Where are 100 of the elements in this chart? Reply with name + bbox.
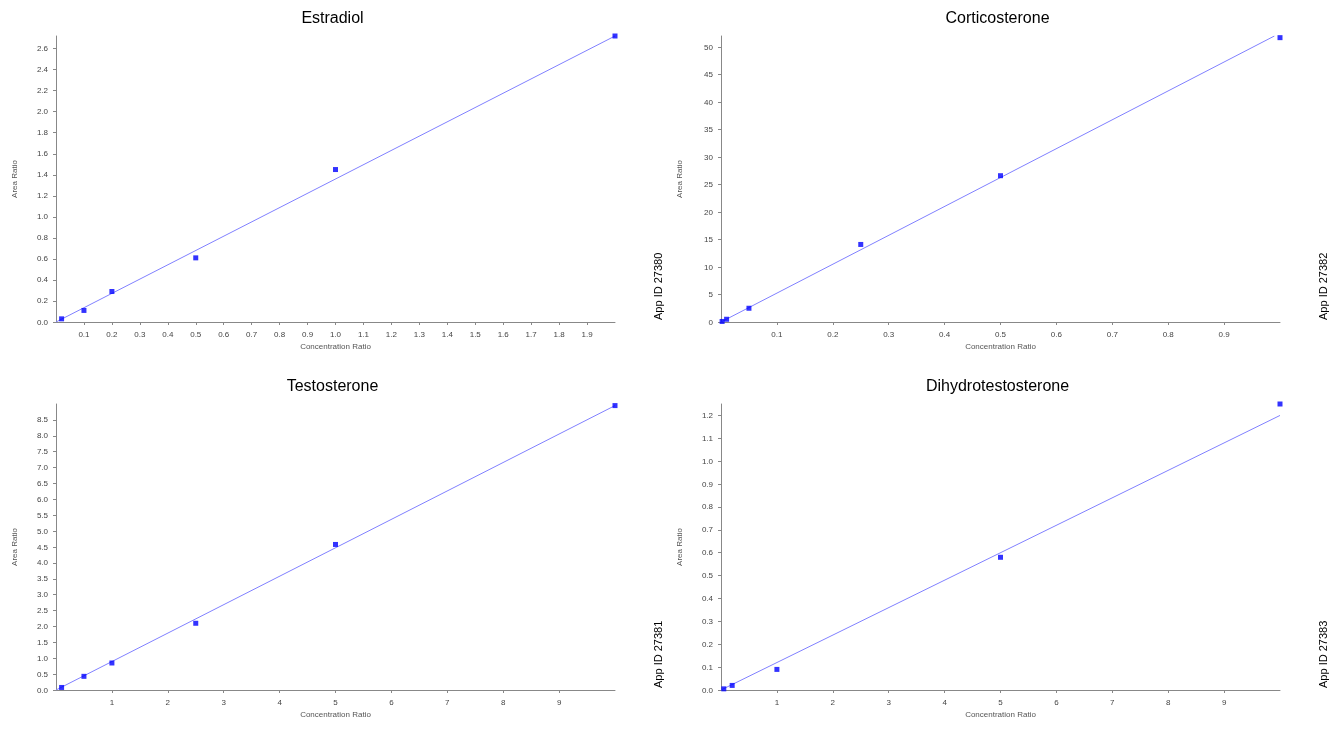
y-tick-label: 4.5 xyxy=(36,542,49,552)
y-tick-label: 0.5 xyxy=(701,571,714,581)
y-tick-label: 0.0 xyxy=(36,317,49,327)
chart-title: Corticosterone xyxy=(945,8,1050,26)
point xyxy=(858,241,864,247)
y-tick-label: 0.8 xyxy=(701,502,714,512)
point xyxy=(774,666,780,672)
y-tick-label: 5.5 xyxy=(36,510,49,520)
y-tick-label: 50 xyxy=(704,42,714,52)
x-tick-label: 1 xyxy=(109,697,115,707)
y-tick-label: 0.1 xyxy=(701,662,714,672)
x-tick-label: 5 xyxy=(998,697,1004,707)
x-tick-label: 0.9 xyxy=(301,329,314,339)
y-tick-label: 1.2 xyxy=(701,410,714,420)
x-tick-label: 6 xyxy=(389,697,395,707)
y-tick-label: 10 xyxy=(704,262,714,272)
point xyxy=(193,620,199,626)
x-tick-label: 8 xyxy=(1165,697,1171,707)
x-axis-title: Concentration Ratio xyxy=(965,342,1037,352)
y-tick-label: 15 xyxy=(704,235,714,244)
chart-title: Testosterone xyxy=(286,376,379,394)
y-tick-label: 2.4 xyxy=(36,65,49,75)
y-tick-label: 20 xyxy=(704,207,714,217)
x-tick-label: 0.6 xyxy=(218,329,230,339)
x-tick-label: 2 xyxy=(165,697,171,707)
y-tick-label: 0.4 xyxy=(701,593,714,603)
y-tick-label: 2.0 xyxy=(36,621,49,631)
x-tick-label: 1.4 xyxy=(441,329,454,339)
point xyxy=(612,403,618,409)
x-tick-label: 0.2 xyxy=(827,329,839,339)
point xyxy=(333,167,338,173)
y-tick-label: 5.0 xyxy=(36,526,49,536)
x-tick-label: 9 xyxy=(556,697,562,707)
y-tick-label: 6.5 xyxy=(36,478,49,488)
x-tick-label: 7 xyxy=(1110,697,1116,707)
x-tick-label: 1 xyxy=(774,697,780,707)
x-tick-label: 1.6 xyxy=(497,329,510,339)
x-tick-label: 0.5 xyxy=(190,329,202,339)
x-tick-label: 0.6 xyxy=(1050,329,1063,339)
x-tick-label: 1.3 xyxy=(413,329,426,339)
point xyxy=(729,682,735,688)
y-tick-label: 1.6 xyxy=(36,149,49,159)
y-tick-label: 1.1 xyxy=(701,433,714,443)
y-tick-label: 7.5 xyxy=(36,447,49,457)
y-tick-label: 0.9 xyxy=(701,479,714,489)
point xyxy=(81,673,87,679)
y-tick-label: 0.6 xyxy=(36,254,49,264)
y-axis-title: Area Ratio xyxy=(674,527,684,566)
x-tick-label: 4 xyxy=(277,697,283,707)
chart-title: Estradiol xyxy=(301,8,364,26)
x-tick-label: 8 xyxy=(500,697,506,707)
y-tick-label: 35 xyxy=(704,125,714,134)
point xyxy=(193,255,199,261)
x-tick-label: 3 xyxy=(221,697,227,707)
y-tick-label: 3.5 xyxy=(36,574,49,584)
y-tick-label: 2.0 xyxy=(36,107,49,117)
y-tick-label: 0.6 xyxy=(701,548,714,558)
x-tick-label: 0.9 xyxy=(1218,329,1231,339)
y-tick-label: 45 xyxy=(704,70,714,79)
point xyxy=(59,684,65,690)
x-axis-title: Concentration Ratio xyxy=(965,710,1037,720)
text: App ID 27380 xyxy=(651,252,664,320)
point xyxy=(724,316,730,322)
x-tick-label: 3 xyxy=(886,697,892,707)
x-tick-label: 1.1 xyxy=(357,329,370,339)
y-tick-label: 25 xyxy=(704,180,714,189)
x-tick-label: 1.7 xyxy=(525,329,538,339)
y-tick-label: 2.5 xyxy=(36,606,49,616)
y-axis-title: Area Ratio xyxy=(674,159,684,198)
point xyxy=(1277,35,1283,41)
y-tick-label: 1.0 xyxy=(701,456,714,466)
point xyxy=(333,541,338,547)
point xyxy=(109,289,115,295)
y-axis-title: Area Ratio xyxy=(9,159,19,198)
y-tick-label: 3.0 xyxy=(36,590,49,600)
x-tick-label: 0.7 xyxy=(246,329,258,339)
x-tick-label: 1.8 xyxy=(553,329,566,339)
x-tick-label: 0.5 xyxy=(994,329,1007,339)
x-tick-label: 0.1 xyxy=(78,329,91,339)
y-tick-label: 4.0 xyxy=(36,558,49,568)
y-tick-label: 8.0 xyxy=(36,431,49,441)
x-tick-label: 6 xyxy=(1054,697,1060,707)
point xyxy=(1277,401,1283,407)
x-tick-label: 0.4 xyxy=(939,329,951,339)
x-tick-label: 1.9 xyxy=(581,329,594,339)
x-tick-label: 0.3 xyxy=(883,329,895,339)
point xyxy=(721,686,727,692)
point xyxy=(59,316,65,322)
y-tick-label: 0.2 xyxy=(36,296,49,306)
y-tick-label: 0.7 xyxy=(701,525,714,535)
x-tick-label: 0.1 xyxy=(771,329,784,339)
y-tick-label: 30 xyxy=(704,152,714,162)
y-axis-title: Area Ratio xyxy=(9,527,19,566)
x-tick-label: 1.0 xyxy=(329,329,342,339)
x-tick-label: 9 xyxy=(1221,697,1227,707)
x-tick-label: 1.2 xyxy=(385,329,398,339)
text: App ID 27381 xyxy=(651,620,664,688)
x-tick-label: 2 xyxy=(830,697,836,707)
chart-title: Dihydrotestosterone xyxy=(925,376,1070,394)
y-tick-label: 1.8 xyxy=(36,128,49,138)
